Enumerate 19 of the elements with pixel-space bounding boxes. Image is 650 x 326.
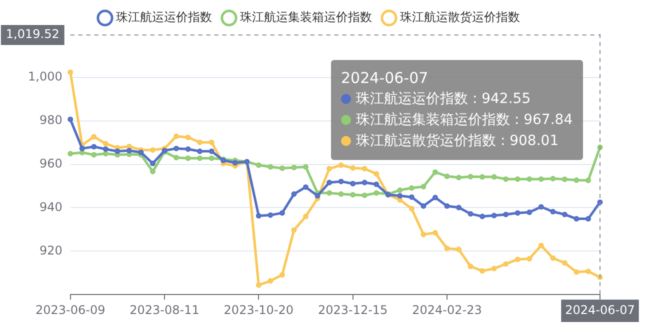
x-tick-label: 2023-06-09 — [35, 302, 106, 317]
ref-line-label: 1,019.52 — [6, 27, 60, 42]
legend-label: 珠江航运运价指数 — [116, 10, 212, 24]
annotation: 珠江航运散货运价指数 : 908.01 — [356, 133, 559, 149]
legend-label: 珠江航运散货运价指数 — [400, 10, 520, 24]
x-tick-label: 2024-06-07 — [565, 302, 635, 317]
annotation: 珠江航运运价指数 : 942.55 — [356, 91, 531, 107]
x-tick-label: 2023-08-11 — [130, 302, 200, 317]
y-tick-label: 980 — [39, 112, 62, 127]
x-tick-label: 2024-02-23 — [412, 302, 482, 317]
x-tick-label: 2023-10-20 — [224, 302, 294, 317]
annotation: 珠江航运集装箱运价指数 : 967.84 — [356, 112, 573, 128]
y-tick-label: 920 — [39, 243, 62, 258]
x-tick-label: 2023-12-15 — [318, 302, 388, 317]
y-tick-label: 960 — [39, 156, 62, 170]
y-tick-label: 940 — [39, 200, 62, 214]
legend-label: 珠江航运集装箱运价指数 — [240, 10, 372, 24]
annotation: 2024-06-07 — [341, 69, 428, 87]
y-tick-label: 1,000 — [28, 70, 62, 84]
